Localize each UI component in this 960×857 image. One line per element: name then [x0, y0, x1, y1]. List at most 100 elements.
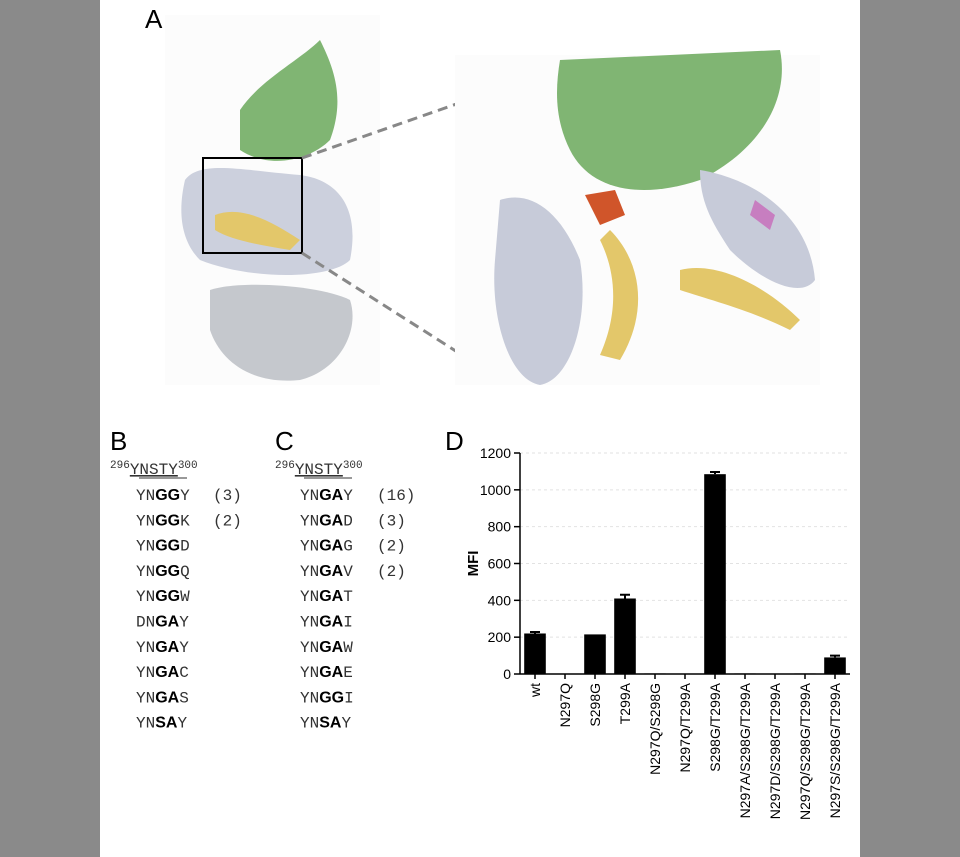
error-bar	[710, 470, 720, 475]
mutated-residues: GA	[319, 538, 343, 555]
clone-count: (3)	[213, 487, 242, 505]
mutated-residues: GG	[155, 563, 180, 580]
sequence-part: YN	[300, 487, 319, 505]
x-tick-label: N297A/S298G/T299A	[737, 682, 753, 818]
sequence-part: YN	[136, 588, 155, 606]
sequence-part: V	[343, 563, 353, 581]
sequence-part: T	[343, 588, 353, 606]
sequence-part: YN	[136, 563, 155, 581]
clone-count: (2)	[213, 512, 242, 530]
wildtype-sequence: YNSTY	[130, 461, 178, 479]
sequence-part: W	[343, 639, 353, 657]
structure-image	[165, 15, 820, 385]
y-tick-label: 600	[488, 556, 512, 572]
mutated-residues: GG	[155, 588, 180, 605]
y-tick-label: 400	[488, 592, 512, 608]
residue-end: 300	[343, 460, 363, 472]
sequence: YNSAY	[136, 715, 187, 733]
mutated-residues: GA	[319, 512, 343, 529]
mutated-residues: GG	[319, 689, 344, 706]
bar	[584, 634, 606, 674]
sequence-part: YN	[136, 487, 155, 505]
sequence-part: YN	[136, 664, 155, 682]
mutated-residues: GG	[155, 538, 180, 555]
sequence: YNGAE	[300, 664, 353, 682]
sequence: YNGAT	[300, 588, 353, 606]
sequence-part: Y	[179, 639, 189, 657]
x-tick-label: N297Q	[557, 683, 573, 727]
sequence-part: YN	[136, 512, 155, 530]
residue-end: 300	[178, 460, 198, 472]
sequence-part: W	[180, 588, 190, 606]
sequence-part: Y	[180, 487, 190, 505]
mutated-residues: GG	[155, 512, 180, 529]
sequence-part: Y	[179, 614, 189, 632]
sequence: YNGGY	[136, 487, 190, 505]
sequence-part: YN	[136, 538, 155, 556]
sequence: YNGGW	[136, 588, 190, 606]
sequence: YNGAY	[300, 487, 353, 505]
sequence: YNSAY	[300, 715, 351, 733]
sequence-part: Y	[343, 487, 353, 505]
y-tick-label: 0	[503, 666, 511, 682]
mutated-residues: GA	[319, 588, 343, 605]
sequence-part: Y	[341, 715, 351, 733]
x-tick-label: wt	[527, 683, 543, 698]
sequence: DNGAY	[136, 614, 189, 632]
sequence-part: YN	[300, 614, 319, 632]
mutated-residues: GA	[155, 639, 179, 656]
sequence: YNGGK	[136, 512, 190, 530]
panel-label: B	[110, 426, 127, 456]
sequence: YNGAG	[300, 538, 353, 556]
error-bar	[530, 631, 540, 634]
x-tick-label: N297Q/T299A	[677, 682, 693, 772]
residue-start: 296	[110, 460, 130, 472]
sequence-part: Q	[180, 563, 190, 581]
bar	[704, 474, 726, 674]
sequence-part: YN	[300, 664, 319, 682]
x-tick-label: S298G/T299A	[707, 682, 723, 771]
wildtype-sequence: YNSTY	[295, 461, 343, 479]
mutated-residues: GA	[155, 664, 179, 681]
sequence-part: E	[343, 664, 353, 682]
mutated-residues: SA	[155, 715, 178, 732]
sequence-part: K	[180, 512, 190, 530]
bar	[734, 673, 756, 674]
y-tick-label: 800	[488, 519, 512, 535]
x-tick-label: S298G	[587, 683, 603, 727]
sequence-header: 296YNSTY300	[110, 460, 198, 479]
x-tick-label: N297S/S298G/T299A	[827, 682, 843, 818]
sequence: YNGGQ	[136, 563, 190, 581]
sequence-part: YN	[136, 639, 155, 657]
y-tick-label: 200	[488, 629, 512, 645]
sequence: YNGAD	[300, 512, 353, 530]
mutated-residues: GA	[155, 614, 179, 631]
bar	[794, 673, 816, 674]
clone-count: (2)	[377, 563, 406, 581]
sequence-part: YN	[300, 512, 319, 530]
sequence-part: YN	[300, 715, 319, 733]
sequence-part: YN	[136, 689, 155, 707]
sequence-part: YN	[300, 588, 319, 606]
panel-label: C	[275, 426, 294, 456]
clone-count: (16)	[377, 487, 415, 505]
mutated-residues: GA	[319, 639, 343, 656]
sequence-part: C	[179, 664, 189, 682]
sequence: YNGAV	[300, 563, 353, 581]
sequence-part: YN	[300, 538, 319, 556]
mutated-residues: GA	[319, 487, 343, 504]
sequence: YNGAC	[136, 664, 189, 682]
bar	[524, 633, 546, 674]
y-tick-label: 1200	[480, 445, 511, 461]
residue-start: 296	[275, 460, 295, 472]
sequence-part: D	[180, 538, 190, 556]
sequence-header: 296YNSTY300	[275, 460, 363, 479]
bar	[824, 657, 846, 674]
error-bar	[620, 593, 630, 599]
mutated-residues: GA	[319, 563, 343, 580]
y-axis-label: MFI	[465, 551, 482, 577]
x-tick-label: T299A	[617, 682, 633, 724]
